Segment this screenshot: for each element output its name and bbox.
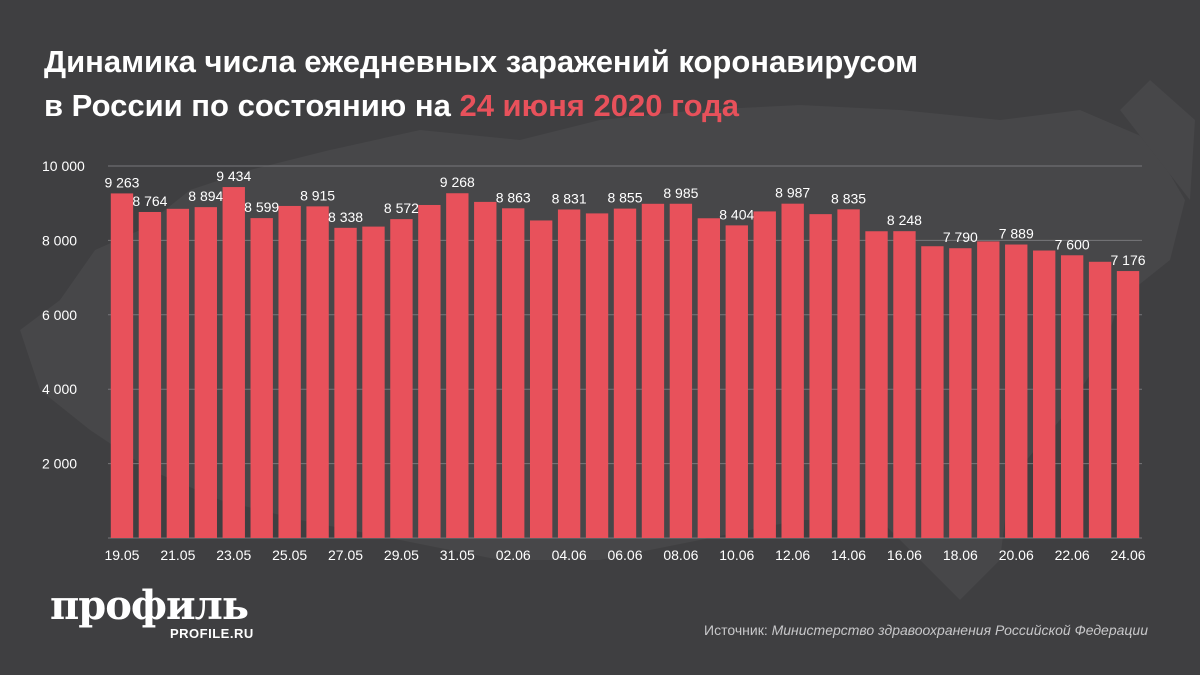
bar	[1116, 271, 1140, 538]
bar	[753, 211, 776, 538]
bar	[166, 208, 190, 538]
bar	[585, 213, 609, 538]
x-tick-label: 27.05	[328, 547, 363, 563]
bar	[418, 204, 441, 538]
x-tick-label: 16.06	[887, 547, 922, 563]
bar	[278, 205, 301, 538]
bar	[557, 209, 581, 538]
bar	[781, 203, 804, 538]
bar-data-label: 8 915	[300, 187, 335, 203]
bar	[138, 211, 162, 539]
bar-data-label: 8 863	[496, 189, 531, 205]
bar-data-label: 8 248	[887, 212, 922, 228]
title-line-1: Динамика числа ежедневных заражений коро…	[44, 44, 919, 79]
bar-data-label: 9 434	[216, 168, 251, 184]
x-tick-label: 29.05	[384, 547, 419, 563]
bar	[893, 231, 916, 539]
bar-data-label: 8 831	[552, 190, 587, 206]
x-tick-label: 24.06	[1111, 547, 1146, 563]
profile-logo-url: PROFILE.RU	[170, 626, 254, 641]
bar	[362, 226, 385, 538]
source-note: Источник: Министерство здравоохранения Р…	[704, 622, 1148, 638]
bar-data-label: 8 338	[328, 209, 363, 225]
bar	[1005, 244, 1028, 538]
bar	[529, 220, 553, 538]
bar	[641, 203, 665, 538]
bar-data-label: 8 599	[244, 199, 279, 215]
bar	[921, 246, 944, 538]
bar-data-label: 7 889	[999, 226, 1034, 242]
bar	[697, 218, 721, 539]
bar-data-label: 8 404	[719, 206, 754, 222]
bar-data-label: 8 572	[384, 200, 419, 216]
bar-data-label: 8 855	[607, 190, 642, 206]
bar	[334, 227, 357, 538]
y-tick-label: 8 000	[42, 232, 77, 248]
x-tick-label: 19.05	[104, 547, 139, 563]
bar	[250, 218, 273, 539]
bar	[613, 208, 637, 538]
bar	[865, 231, 888, 539]
bar-data-label: 9 263	[104, 174, 139, 190]
bar	[474, 201, 497, 538]
bar	[725, 225, 748, 538]
y-tick-label: 4 000	[42, 381, 77, 397]
x-tick-label: 22.06	[1055, 547, 1090, 563]
y-tick-label: 2 000	[42, 456, 77, 472]
source-name: Министерство здравоохранения Российской …	[771, 622, 1148, 638]
bar	[110, 193, 134, 539]
bar	[306, 206, 329, 538]
bar	[390, 219, 413, 539]
x-tick-label: 23.05	[216, 547, 251, 563]
bar	[1033, 250, 1056, 538]
x-tick-label: 31.05	[440, 547, 475, 563]
bar	[222, 187, 245, 538]
x-tick-label: 02.06	[496, 547, 531, 563]
bar	[977, 241, 1000, 539]
x-tick-label: 25.05	[272, 547, 307, 563]
bar-data-label: 8 987	[775, 185, 810, 201]
title-line-2-prefix: в России по состоянию на	[44, 88, 451, 123]
x-tick-label: 06.06	[607, 547, 642, 563]
bar-data-label: 7 176	[1111, 252, 1146, 268]
bar-data-label: 8 764	[132, 193, 167, 209]
bar	[446, 193, 469, 538]
y-tick-label: 6 000	[42, 307, 77, 323]
x-tick-label: 14.06	[831, 547, 866, 563]
y-tick-label: 10 000	[42, 158, 85, 174]
x-tick-label: 12.06	[775, 547, 810, 563]
bar	[1060, 255, 1084, 538]
bar	[194, 207, 217, 539]
x-tick-label: 10.06	[719, 547, 754, 563]
bar-data-label: 9 268	[440, 174, 475, 190]
title-date: 24 июня 2020 года	[459, 88, 740, 123]
bar	[502, 208, 525, 539]
x-tick-label: 20.06	[999, 547, 1034, 563]
bar	[837, 209, 860, 538]
profile-logo: профиль	[50, 582, 249, 629]
bar	[669, 203, 693, 538]
bar	[809, 214, 832, 539]
bar-data-label: 7 790	[943, 229, 978, 245]
x-tick-label: 04.06	[552, 547, 587, 563]
x-tick-label: 08.06	[663, 547, 698, 563]
bar-data-label: 8 835	[831, 190, 866, 206]
page-title: Динамика числа ежедневных заражений коро…	[44, 40, 1164, 128]
bar-data-label: 8 894	[188, 188, 223, 204]
bar	[949, 248, 972, 538]
x-tick-label: 21.05	[160, 547, 195, 563]
x-tick-label: 18.06	[943, 547, 978, 563]
bar-data-label: 8 985	[663, 185, 698, 201]
bar	[1088, 261, 1112, 538]
source-prefix: Источник:	[704, 622, 768, 638]
bar-data-label: 7 600	[1055, 236, 1090, 252]
